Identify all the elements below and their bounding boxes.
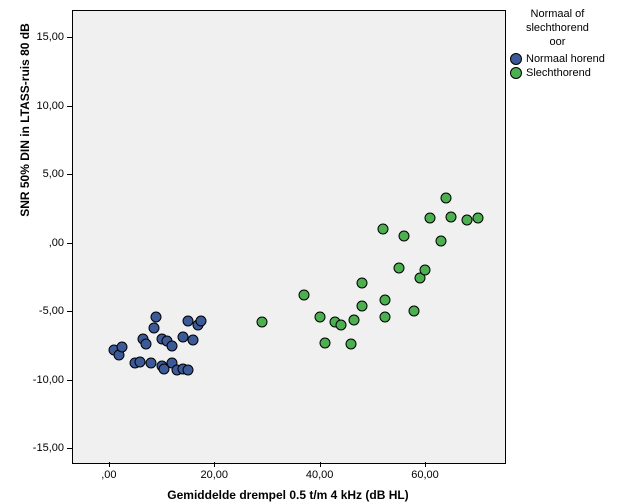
data-point [393, 262, 404, 273]
legend-marker-icon [510, 53, 522, 65]
y-axis-label: SNR 50% DIN in LTASS-ruis 80 dB [18, 0, 32, 346]
x-tick-label: 40,00 [306, 469, 334, 481]
data-point [356, 277, 367, 288]
data-point [135, 357, 146, 368]
x-tick-label: ,00 [101, 469, 116, 481]
data-point [348, 314, 359, 325]
y-tick [67, 106, 72, 107]
data-point [419, 265, 430, 276]
y-tick-label: -15,00 [33, 442, 64, 454]
data-point [472, 213, 483, 224]
x-tick-label: 60,00 [411, 469, 439, 481]
data-point [435, 236, 446, 247]
data-point [177, 332, 188, 343]
legend-marker-icon [510, 67, 522, 79]
y-tick [67, 448, 72, 449]
data-point [377, 224, 388, 235]
data-point [256, 317, 267, 328]
data-point [117, 341, 128, 352]
data-point [409, 306, 420, 317]
data-point [346, 339, 357, 350]
legend: Normaal ofslechthorendoor Normaal horend S… [510, 8, 605, 81]
legend-label: Normaal horend [526, 53, 605, 65]
data-point [167, 340, 178, 351]
data-point [398, 231, 409, 242]
data-point [356, 300, 367, 311]
legend-title: Normaal ofslechthorendoor [510, 8, 605, 49]
y-tick-label: -10,00 [33, 374, 64, 386]
data-point [425, 213, 436, 224]
y-tick-label: -5,00 [39, 305, 64, 317]
legend-label: Slechthorend [526, 67, 591, 79]
data-point [298, 289, 309, 300]
x-tick-label: 20,00 [200, 469, 228, 481]
legend-item: Slechthorend [510, 67, 605, 79]
x-tick [109, 462, 110, 467]
data-point [462, 214, 473, 225]
y-tick [67, 311, 72, 312]
scatter-chart: ,00 20,00 40,00 60,00 -15,00 -10,00 -5,00 ,00 5,… [0, 0, 629, 504]
data-point [314, 311, 325, 322]
x-tick [214, 462, 215, 467]
x-tick [425, 462, 426, 467]
y-tick [67, 243, 72, 244]
data-point [140, 339, 151, 350]
data-point [182, 365, 193, 376]
y-tick [67, 174, 72, 175]
y-tick [67, 380, 72, 381]
data-point [380, 311, 391, 322]
data-point [188, 335, 199, 346]
x-tick [320, 462, 321, 467]
data-point [146, 358, 157, 369]
x-axis-label: Gemiddelde drempel 0.5 t/m 4 kHz (dB HL) [72, 488, 504, 502]
legend-item: Normaal horend [510, 53, 605, 65]
data-point [319, 337, 330, 348]
data-point [380, 295, 391, 306]
data-point [441, 192, 452, 203]
data-point [148, 322, 159, 333]
data-point [335, 320, 346, 331]
data-point [151, 311, 162, 322]
y-tick-label: 10,00 [36, 100, 64, 112]
y-tick-label: 5,00 [43, 168, 64, 180]
data-point [196, 315, 207, 326]
y-tick [67, 37, 72, 38]
y-tick-label: ,00 [49, 237, 64, 249]
data-point [446, 211, 457, 222]
data-point [182, 315, 193, 326]
y-tick-label: 15,00 [36, 31, 64, 43]
